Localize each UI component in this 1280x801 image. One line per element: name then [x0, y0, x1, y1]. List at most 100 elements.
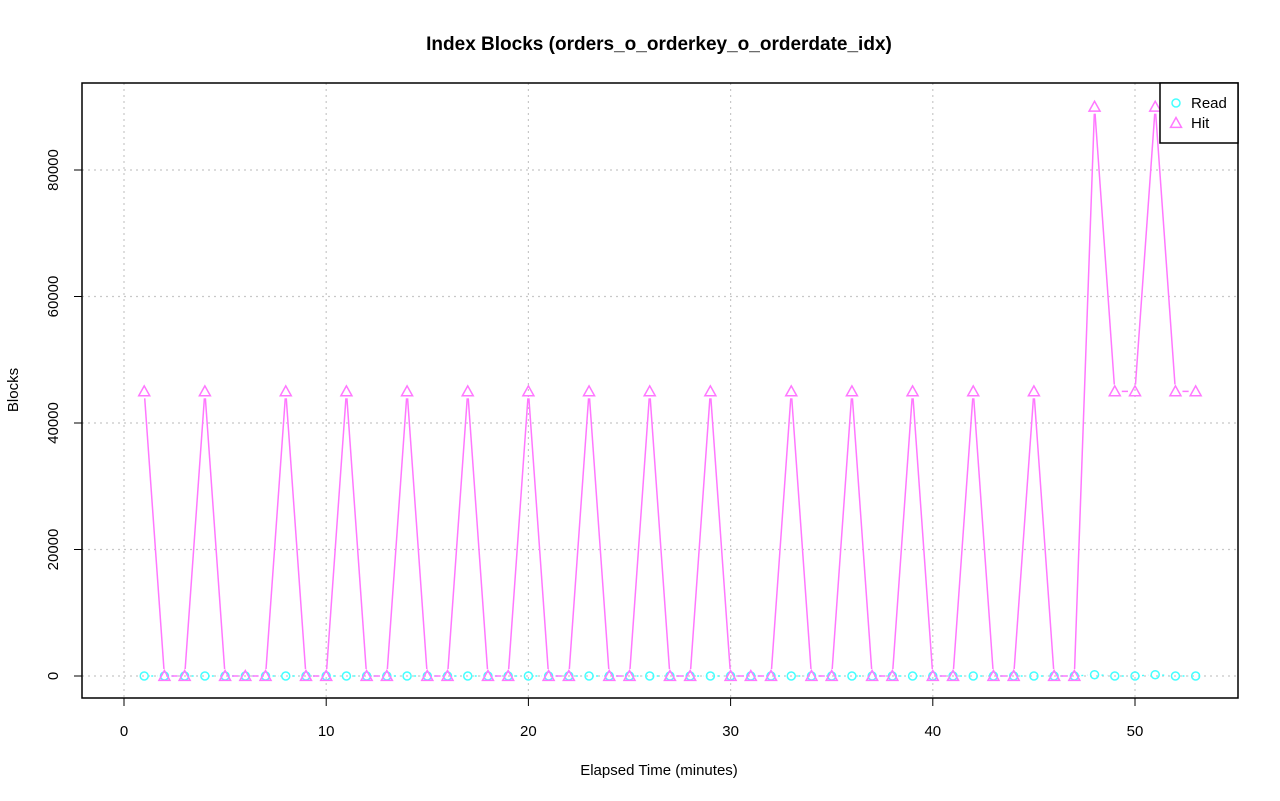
data-point	[1047, 668, 1061, 682]
data-point	[926, 668, 940, 682]
x-tick-label: 0	[120, 723, 128, 740]
series-segment	[143, 398, 165, 670]
data-point	[481, 668, 495, 682]
series-segment	[831, 398, 853, 670]
data-point	[786, 671, 797, 681]
x-tick-label: 50	[1127, 723, 1144, 740]
data-point	[1170, 671, 1181, 681]
data-point	[200, 671, 210, 681]
series-segment	[1094, 113, 1116, 385]
data-point	[905, 384, 920, 397]
y-tick-label: 0	[45, 672, 62, 680]
data-point	[907, 671, 918, 681]
data-point	[198, 384, 212, 397]
data-point	[402, 671, 412, 681]
data-point	[1150, 669, 1160, 680]
data-point	[723, 668, 738, 682]
series-segment	[1073, 113, 1096, 670]
series-segment	[710, 398, 731, 670]
data-point	[1148, 99, 1162, 112]
x-axis: 0 10 20 30 40 50	[120, 697, 1144, 740]
series-segment	[649, 398, 671, 670]
data-point	[541, 668, 556, 682]
series-segment	[325, 398, 347, 670]
data-point	[602, 668, 617, 682]
legend-marker-hit	[1169, 115, 1183, 129]
legend-label-read: Read	[1191, 95, 1227, 112]
data-point	[784, 384, 799, 397]
data-point	[1067, 668, 1082, 682]
series-hit	[137, 99, 1203, 682]
series-segment	[912, 398, 934, 670]
data-point	[642, 384, 657, 397]
series-segment	[285, 398, 307, 670]
x-tick-label: 10	[318, 723, 335, 740]
series-segment	[568, 398, 590, 670]
data-point	[683, 668, 697, 682]
y-tick-label: 80000	[45, 149, 62, 191]
y-axis-label: Blocks	[5, 368, 22, 412]
data-point	[845, 384, 859, 397]
data-point	[1027, 384, 1041, 397]
data-point	[218, 668, 232, 682]
data-point	[1087, 99, 1102, 112]
data-point	[380, 668, 394, 682]
series-segment	[689, 398, 711, 670]
legend-box	[1159, 82, 1239, 144]
data-point	[1029, 671, 1039, 681]
series-segment	[851, 398, 873, 670]
data-point	[703, 384, 718, 397]
data-point	[440, 668, 455, 682]
data-point	[1190, 671, 1201, 681]
data-point	[705, 671, 716, 681]
series-read	[139, 669, 1201, 681]
data-point	[420, 668, 435, 682]
series-segment	[770, 398, 792, 670]
data-point	[319, 668, 333, 682]
data-point	[824, 668, 839, 682]
data-point	[584, 671, 594, 681]
legend: Read Hit	[1159, 82, 1239, 144]
series-segment	[184, 398, 206, 670]
x-tick-label: 20	[520, 723, 537, 740]
y-tick-label: 20000	[45, 529, 62, 571]
data-point	[968, 671, 978, 681]
data-point	[644, 671, 655, 681]
data-point	[521, 384, 536, 397]
chart-title: Index Blocks (orders_o_orderkey_o_orderd…	[426, 34, 892, 55]
data-point	[562, 668, 576, 682]
data-point	[1168, 384, 1183, 397]
x-axis-label: Elapsed Time (minutes)	[580, 762, 738, 779]
series-segment	[507, 398, 529, 670]
data-point	[865, 668, 879, 682]
series-segment	[467, 398, 489, 670]
data-point	[1108, 384, 1122, 397]
series-segment	[1134, 113, 1156, 385]
series-segment	[972, 398, 994, 670]
x-tick-label: 40	[924, 723, 941, 740]
series-segment	[528, 398, 549, 670]
x-tick-label: 30	[722, 723, 739, 740]
data-point	[258, 668, 273, 682]
data-point	[804, 668, 819, 682]
data-point	[1130, 671, 1140, 681]
data-point	[299, 668, 313, 682]
series-segment	[791, 398, 812, 670]
data-point	[582, 384, 596, 397]
series-segment	[588, 398, 610, 670]
data-point	[966, 384, 981, 397]
data-point	[885, 668, 900, 682]
data-point	[946, 668, 960, 682]
grid	[82, 83, 1238, 698]
data-point	[460, 384, 475, 397]
data-point	[341, 671, 352, 681]
series-segment	[346, 398, 367, 670]
data-point	[764, 668, 778, 682]
data-point	[523, 671, 534, 681]
data-point	[278, 384, 293, 397]
series-segment	[1033, 398, 1055, 670]
data-point	[139, 671, 149, 681]
data-point	[339, 384, 354, 397]
legend-label-hit: Hit	[1191, 115, 1210, 132]
